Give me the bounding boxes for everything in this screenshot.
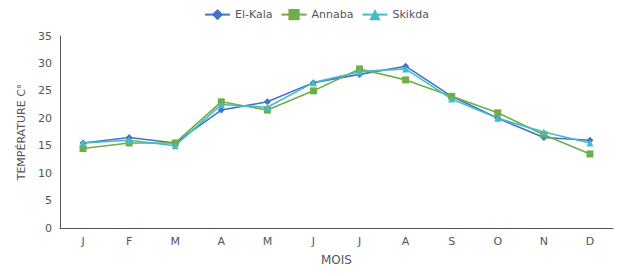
svg-text:30: 30 — [38, 57, 52, 70]
svg-text:F: F — [126, 235, 132, 248]
svg-text:M: M — [263, 235, 273, 248]
svg-text:O: O — [493, 235, 502, 248]
svg-text:J: J — [311, 235, 315, 248]
svg-text:Annaba: Annaba — [312, 8, 354, 21]
svg-text:J: J — [80, 235, 84, 248]
svg-text:Skikda: Skikda — [392, 8, 429, 21]
svg-text:0: 0 — [45, 222, 52, 235]
svg-text:35: 35 — [38, 30, 52, 43]
svg-text:10: 10 — [38, 167, 52, 180]
svg-text:MOIS: MOIS — [321, 253, 352, 267]
svg-text:A: A — [402, 235, 410, 248]
svg-text:15: 15 — [38, 139, 52, 152]
svg-text:M: M — [170, 235, 180, 248]
svg-text:20: 20 — [38, 112, 52, 125]
svg-text:A: A — [218, 235, 226, 248]
svg-text:D: D — [586, 235, 594, 248]
svg-text:5: 5 — [45, 194, 52, 207]
svg-text:25: 25 — [38, 84, 52, 97]
svg-text:J: J — [357, 235, 361, 248]
svg-text:TEMPÉRATURE C°: TEMPÉRATURE C° — [15, 84, 28, 182]
svg-text:N: N — [540, 235, 548, 248]
svg-text:El-Kala: El-Kala — [235, 8, 273, 21]
svg-text:S: S — [448, 235, 455, 248]
